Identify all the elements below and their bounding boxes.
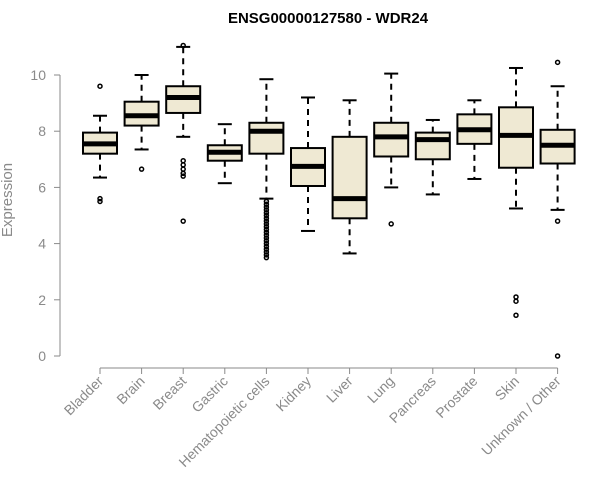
outlier-point [263, 201, 270, 208]
box-skin [498, 66, 534, 319]
outlier-point [513, 298, 519, 304]
outlier-point [97, 198, 103, 205]
iqr-box [248, 121, 285, 155]
outlier-point [263, 221, 270, 227]
y-axis: 0 2 4 6 8 10 [30, 67, 61, 364]
outlier-point [263, 240, 270, 247]
outlier-point [263, 198, 270, 205]
box-unknown-other [539, 59, 576, 359]
outlier-point [554, 353, 561, 359]
outlier-point [263, 223, 270, 230]
iqr-box [414, 131, 451, 161]
x-tick-label: Kidney [273, 373, 315, 415]
outlier-point [263, 232, 270, 238]
x-tick-label: Bladder [61, 373, 107, 419]
outlier-point [180, 166, 186, 172]
outlier-point [263, 229, 270, 236]
x-tick-label: Brain [113, 373, 147, 407]
outlier-point [180, 218, 186, 224]
y-tick-label: 2 [38, 292, 46, 308]
x-tick-label: Unknown / Other [478, 373, 564, 459]
outlier-point [513, 312, 519, 319]
outlier-point [263, 209, 270, 216]
chart-title: ENSG00000127580 - WDR24 [228, 10, 429, 27]
y-tick-label: 0 [38, 348, 46, 364]
box-bladder [82, 83, 118, 205]
outlier-point [263, 226, 270, 233]
outlier-point [180, 162, 186, 168]
box-breast [165, 42, 202, 224]
box-lung [373, 72, 410, 227]
outlier-point [263, 252, 270, 258]
y-tick-label: 6 [38, 179, 46, 195]
outlier-point [388, 221, 394, 227]
boxes-group [82, 42, 576, 359]
outlier-point [263, 254, 270, 261]
box-brain [123, 74, 160, 172]
outlier-point [97, 83, 103, 89]
outlier-point [554, 59, 561, 66]
outlier-point [263, 218, 270, 224]
outlier-point [263, 235, 270, 241]
box-prostate [456, 99, 493, 180]
box-gastric [206, 123, 243, 185]
outlier-point [180, 157, 186, 164]
box-pancreas [414, 118, 451, 196]
box-liver [331, 99, 368, 255]
outlier-point [263, 246, 270, 252]
box-kidney [290, 96, 326, 232]
outlier-point [554, 218, 561, 224]
box-hematopoietic-cells [248, 78, 285, 261]
y-tick-label: 8 [38, 123, 46, 139]
outlier-point [180, 170, 186, 177]
outlier-point [263, 243, 270, 250]
x-tick-label: Breast [149, 373, 189, 413]
x-tick-label: Liver [323, 373, 356, 406]
outlier-point [263, 215, 270, 222]
outlier-point [263, 207, 270, 213]
outlier-point [263, 238, 270, 244]
outlier-point [513, 294, 519, 300]
x-tick-label: Prostate [432, 373, 480, 421]
outlier-point [263, 204, 270, 210]
iqr-box [331, 135, 368, 220]
outlier-point [263, 212, 270, 219]
y-tick-label: 4 [38, 236, 46, 252]
outlier-point [180, 42, 186, 49]
outlier-point [263, 249, 270, 255]
y-axis-label: Expression [0, 163, 16, 237]
y-tick-label: 10 [30, 67, 46, 83]
x-tick-label: Skin [492, 373, 523, 404]
outlier-point [138, 166, 145, 172]
x-tick-label: Lung [364, 373, 397, 406]
outlier-point [97, 195, 103, 202]
iqr-box [373, 121, 410, 158]
outlier-point [180, 173, 186, 179]
